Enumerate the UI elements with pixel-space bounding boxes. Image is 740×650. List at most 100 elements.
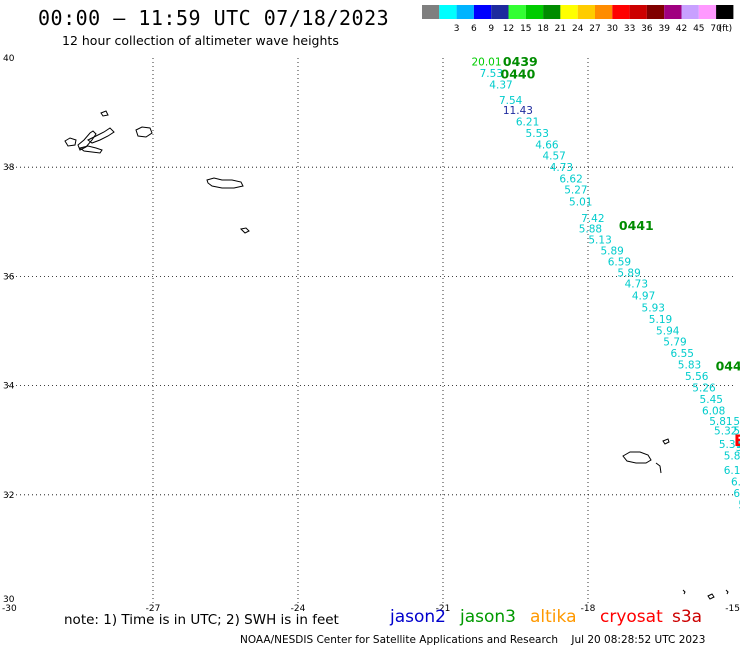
wave-height-value: 4.97 bbox=[632, 290, 655, 302]
wave-height-value: 6.59 bbox=[608, 256, 631, 268]
lat-tick-label: 40 bbox=[3, 54, 15, 64]
wave-height-value: 5.85 bbox=[724, 450, 740, 462]
wave-height-value: 7.42 bbox=[581, 213, 604, 225]
color-swatch bbox=[422, 5, 440, 19]
wave-height-value: 5.55 bbox=[733, 416, 740, 428]
satellite-label-altika: altika bbox=[530, 607, 577, 627]
color-tick-label: 36 bbox=[641, 24, 653, 34]
satellite-label-jason3: jason3 bbox=[460, 607, 516, 627]
island-outline bbox=[135, 126, 153, 138]
island-outline bbox=[662, 438, 670, 445]
wave-height-value: 5.83 bbox=[678, 360, 701, 372]
color-swatch bbox=[439, 5, 457, 19]
color-tick-label: 3 bbox=[454, 24, 460, 34]
color-swatch bbox=[577, 5, 595, 19]
track-time-label: 0442 bbox=[716, 358, 740, 373]
color-tick-label: 42 bbox=[676, 24, 687, 34]
footer-note: note: 1) Time is in UTC; 2) SWH is in fe… bbox=[64, 612, 339, 628]
color-tick-label: 9 bbox=[488, 24, 494, 34]
wave-height-value: 5.99 bbox=[736, 442, 740, 454]
color-swatch bbox=[716, 5, 734, 19]
wave-height-value: 6.08 bbox=[702, 406, 725, 418]
wave-height-value: 5.31 bbox=[719, 439, 740, 451]
lon-tick-label: -30 bbox=[2, 604, 17, 614]
color-tick-label: 30 bbox=[607, 24, 619, 34]
wave-height-value: 6.34 bbox=[731, 477, 740, 489]
island-outline bbox=[100, 110, 109, 117]
chart-title: 00:00 – 11:59 UTC 07/18/2023 bbox=[38, 6, 390, 30]
wave-height-value: 4.73 bbox=[550, 162, 573, 174]
color-swatch bbox=[491, 5, 509, 19]
color-tick-label: 18 bbox=[537, 24, 549, 34]
color-swatch bbox=[456, 5, 474, 19]
color-swatch bbox=[664, 5, 682, 19]
color-swatch bbox=[473, 5, 492, 19]
wave-height-value: 7.53 bbox=[480, 68, 503, 80]
lat-tick-label: 36 bbox=[3, 272, 15, 282]
wave-height-value: 5.79 bbox=[663, 337, 686, 349]
satellite-label-cryosat: cryosat bbox=[600, 607, 663, 627]
color-tick-label: 12 bbox=[503, 24, 514, 34]
track-time-label: 0441 bbox=[619, 218, 654, 233]
color-scale-legend: 3 6 9 12 15 18 21 24 27 30 33 36 39 42 45 70(ft) bbox=[422, 5, 734, 34]
island-outline bbox=[707, 593, 715, 600]
wave-height-value: 4.73 bbox=[625, 278, 648, 290]
chart-subtitle: 12 hour collection of altimeter wave hei… bbox=[62, 33, 339, 48]
color-unit-label: (ft) bbox=[719, 24, 733, 34]
lon-tick-label: -21 bbox=[436, 604, 451, 614]
wave-height-value: 5.01 bbox=[569, 196, 592, 208]
lon-tick-label: -24 bbox=[291, 604, 306, 614]
color-tick-label: 6 bbox=[471, 24, 477, 34]
lat-tick-label: 38 bbox=[3, 163, 15, 173]
wave-height-value: 5.32 bbox=[714, 426, 737, 438]
color-tick-label: 39 bbox=[658, 24, 670, 34]
wave-height-value: 5.27 bbox=[564, 184, 587, 196]
island-outline bbox=[725, 589, 729, 595]
island-outline bbox=[87, 127, 115, 144]
wave-height-value: 5.53 bbox=[526, 128, 549, 140]
island-outline bbox=[64, 137, 77, 147]
coastlines bbox=[64, 110, 729, 600]
track-time-label: 0440 bbox=[501, 67, 536, 82]
wave-height-value: 5.80 bbox=[738, 499, 740, 511]
track-time-label: 0439 bbox=[503, 54, 538, 69]
color-tick-label: 24 bbox=[572, 24, 584, 34]
lon-tick-label: -15 bbox=[725, 604, 740, 614]
color-swatch bbox=[646, 5, 665, 19]
wave-height-value: 4.37 bbox=[489, 80, 512, 92]
color-swatch bbox=[595, 5, 613, 19]
color-swatch bbox=[698, 5, 717, 19]
wave-height-value: 6.18 bbox=[724, 465, 740, 477]
wave-height-value: 5.90 bbox=[733, 426, 740, 438]
island-outline bbox=[655, 462, 662, 474]
wave-height-value: 5.19 bbox=[649, 314, 672, 326]
wave-height-value: 5.88 bbox=[579, 224, 602, 236]
wave-height-value: 5.94 bbox=[656, 325, 680, 337]
map-grid bbox=[8, 58, 733, 604]
wave-height-value: 6.54 bbox=[733, 488, 740, 500]
lat-tick-label: 34 bbox=[3, 382, 15, 392]
island-outline bbox=[239, 227, 250, 234]
satellite-label-jason2: jason2 bbox=[390, 607, 446, 627]
wave-height-value: 6.62 bbox=[559, 173, 582, 185]
lon-tick-label: -27 bbox=[146, 604, 161, 614]
color-tick-label: 21 bbox=[555, 24, 566, 34]
color-swatch bbox=[681, 5, 699, 19]
wave-height-value: 5.81 bbox=[709, 416, 732, 428]
color-swatch bbox=[629, 5, 647, 19]
color-tick-label: 33 bbox=[624, 24, 635, 34]
island-outline bbox=[622, 451, 652, 464]
island-outline bbox=[206, 177, 244, 189]
color-tick-label: 27 bbox=[589, 24, 600, 34]
color-tick-label: 45 bbox=[693, 24, 704, 34]
satellite-label-s3a: s3a bbox=[672, 607, 703, 627]
footer-credit: NOAA/NESDIS Center for Satellite Applica… bbox=[240, 634, 706, 646]
color-swatch bbox=[508, 5, 526, 19]
wave-height-value: 20.01 bbox=[471, 57, 501, 69]
color-swatch bbox=[543, 5, 561, 19]
wave-height-value: 7.54 bbox=[499, 95, 523, 107]
wave-height-value: 11.43 bbox=[503, 105, 533, 117]
color-swatch bbox=[525, 5, 544, 19]
wave-height-value: 4.66 bbox=[535, 140, 559, 152]
wave-height-value: 6.21 bbox=[516, 117, 539, 129]
